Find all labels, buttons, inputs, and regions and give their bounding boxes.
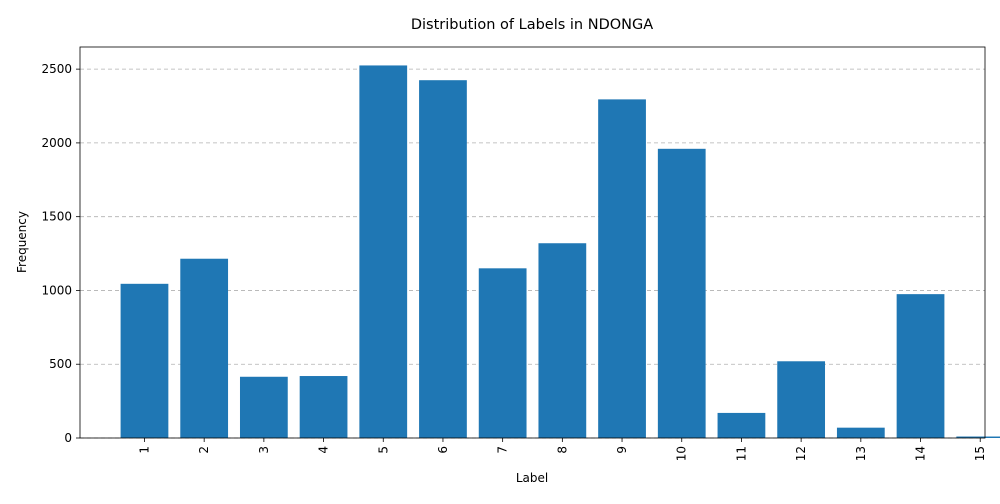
x-tick-label: 14 (914, 446, 928, 461)
bar-label-15 (956, 436, 1000, 438)
bar-label-2 (180, 258, 229, 438)
bar-label-8 (538, 243, 587, 438)
y-tick-label: 500 (49, 357, 72, 371)
y-axis-title: Frequency (15, 211, 29, 273)
y-tick-label: 1000 (41, 283, 72, 297)
bar-label-5 (359, 65, 408, 439)
bar-label-13 (836, 427, 885, 438)
chart-title: Distribution of Labels in NDONGA (411, 17, 653, 33)
bar-label-6 (419, 80, 467, 438)
x-tick-label: 8 (555, 446, 569, 454)
x-tick-label: 13 (854, 446, 868, 461)
x-tick-label: 9 (615, 446, 629, 454)
bar-label-3 (239, 376, 288, 438)
y-tick-label: 2500 (41, 62, 72, 76)
bars-layer (120, 65, 1000, 439)
bar-label-9 (598, 99, 646, 438)
x-tick-label: 15 (973, 446, 987, 461)
y-axis: 0 500 1000 1500 2000 2500 (41, 62, 80, 445)
x-tick-label: 3 (257, 446, 271, 454)
x-tick-label: 4 (317, 446, 331, 454)
plot-frame (79, 46, 986, 439)
x-tick-label: 6 (436, 446, 450, 454)
bar-label-1 (120, 283, 169, 438)
bar-label-14 (896, 294, 945, 438)
x-tick-label: 12 (794, 446, 808, 461)
x-tick-label: 2 (197, 446, 211, 454)
y-tick-label: 2000 (41, 136, 72, 150)
y-tick-label: 0 (64, 431, 72, 445)
x-tick-label: 5 (376, 446, 390, 454)
x-tick-label: 1 (137, 446, 151, 454)
bar-label-7 (478, 268, 527, 438)
bar-label-11 (717, 412, 766, 438)
x-axis-title: Label (516, 471, 548, 485)
bar-label-4 (299, 376, 348, 438)
bar-label-10 (657, 148, 706, 438)
bar-label-12 (777, 361, 826, 438)
x-tick-label: 11 (734, 446, 748, 461)
x-tick-label: 10 (675, 446, 689, 461)
x-axis: 1 2 3 4 5 6 7 8 9 10 11 12 13 14 15 (137, 438, 987, 461)
y-tick-label: 1500 (41, 210, 72, 224)
x-tick-label: 7 (496, 446, 510, 454)
